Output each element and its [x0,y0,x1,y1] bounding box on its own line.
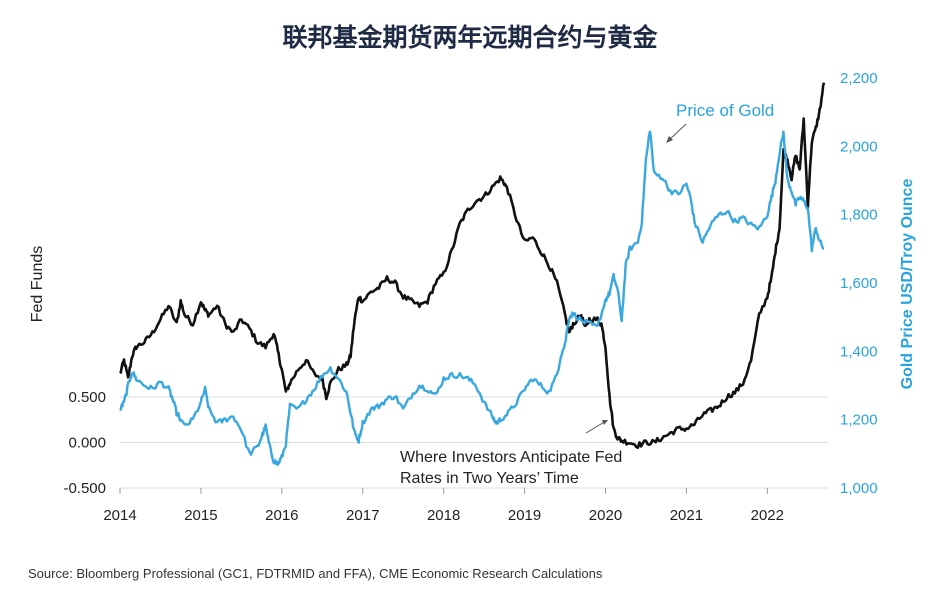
x-axis-ticks: 2014 2015 2016 2017 2018 2019 2020 2021 2022 [103,488,784,524]
right-tick-label: 1,400 [840,343,878,360]
right-tick-label: 1,800 [840,207,878,224]
chart-title: 联邦基金期货两年远期合约与黄金 [282,23,658,52]
right-axis-ticks: 1,000 1,200 1,400 1,600 1,800 2,000 2,200 [840,70,878,497]
left-tick-label: -0.500 [63,480,106,497]
right-tick-label: 1,200 [840,412,878,429]
right-tick-label: 2,000 [840,138,878,155]
x-tick-label: 2017 [346,507,379,524]
x-tick-label: 2020 [589,507,622,524]
gold-annotation-label: Price of Gold [676,101,774,120]
left-tick-label: 0.000 [68,434,106,451]
fed-annotation-line-1: Where Investors Anticipate Fed [400,449,622,466]
x-tick-label: 2021 [670,507,703,524]
chart-plot: -0.5000.0000.5001,0001,5002,0002,5003,00… [29,70,916,524]
fed-annotation-arrow [585,420,607,434]
gold-annotation-arrowhead [666,136,673,143]
grid-lines [120,396,828,489]
x-tick-label: 2015 [184,507,217,524]
right-tick-label: 2,200 [840,70,878,87]
right-axis-title: Gold Price USD/Troy Ounce [899,179,916,390]
x-tick-label: 2014 [103,507,136,524]
left-axis-ticks: -0.5000.0000.5001,0001,5002,0002,5003,00… [63,389,106,497]
x-tick-label: 2019 [508,507,541,524]
x-tick-label: 2018 [427,507,460,524]
right-tick-label: 1,600 [840,275,878,292]
fed-annotation-arrowhead [602,420,608,425]
source-note: Source: Bloomberg Professional (GC1, FDT… [28,566,603,581]
x-tick-label: 2016 [265,507,298,524]
fed-annotation-line-2: Rates in Two Years’ Time [400,470,579,487]
series-layer [119,82,826,466]
fed-funds-series-line [119,82,826,449]
gold-price-series-line [119,130,825,466]
x-tick-label: 2022 [751,507,784,524]
left-tick-label: 0.500 [68,389,106,406]
left-axis-title: Fed Funds [29,246,46,322]
right-tick-label: 1,000 [840,480,878,497]
